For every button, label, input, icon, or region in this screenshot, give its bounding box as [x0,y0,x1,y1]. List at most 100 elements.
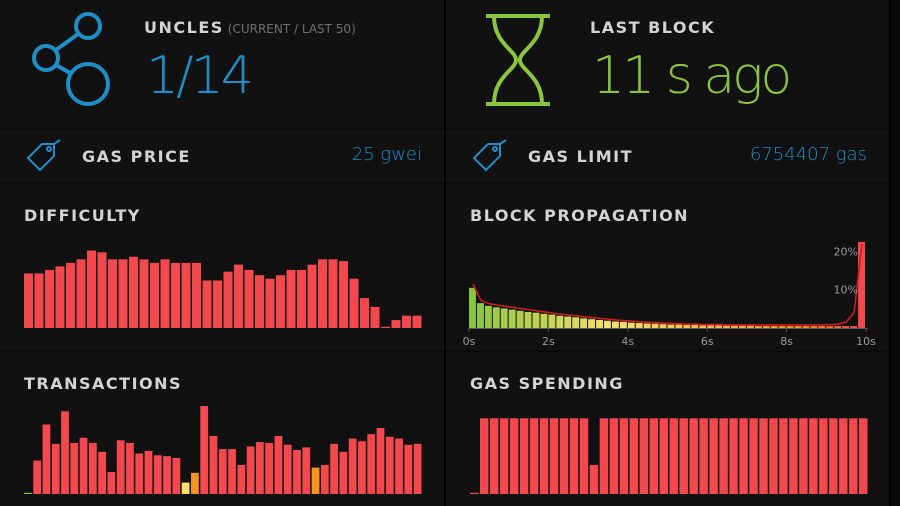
chart-bar [244,269,254,328]
difficulty-label: DIFFICULTY [24,206,141,225]
propagation-bar [723,325,731,328]
chart-bar [160,259,170,328]
chart-bar [689,418,698,494]
chart-bar [376,428,385,494]
chart-bar [116,440,125,494]
chart-bar [228,449,236,494]
chart-bar [237,464,246,494]
chart-bar [367,434,376,494]
chart-bar [402,315,411,328]
propagation-bar [532,312,540,328]
chart-bar [779,418,788,494]
chart-bar [385,436,394,494]
block-propagation-chart: 0s 2s 4s 6s 8s 10s 10% 20% [463,241,876,348]
chart-bar [135,453,144,494]
chart-bar [129,256,138,328]
transactions-label: TRANSACTIONS [24,374,183,393]
chart-bar [330,443,338,494]
propagation-bar [635,323,643,328]
y-tick-label: 10% [834,284,858,297]
chart-bar [789,418,798,494]
chart-bar [348,438,357,494]
chart-bar [719,418,728,494]
chart-bar [218,449,227,494]
chart-bar [769,418,778,494]
chart-bar [489,418,499,494]
hourglass-icon [486,14,550,106]
chart-bar [328,259,338,328]
last-block-panel: LAST BLOCK 11 s ago [446,0,889,128]
gas-spending-chart [470,418,868,494]
chart-bar [311,467,320,494]
chart-bar [669,418,678,494]
chart-bar [639,418,649,494]
chart-bar [859,418,868,494]
propagation-bar [564,316,572,328]
chart-bar [126,442,134,494]
chart-bar [153,455,162,494]
chart-bar [118,259,128,328]
chart-bar [412,315,422,328]
chart-bar [307,264,317,328]
propagation-bar [738,325,746,328]
propagation-bar [572,317,580,328]
x-tick-label: 8s [780,335,793,348]
column-separator [444,0,446,506]
chart-bar [163,456,171,494]
chart-bar [619,418,629,494]
propagation-bar [858,241,865,328]
chart-bar [181,482,190,494]
chart-bar [223,271,233,328]
propagation-bar [580,318,588,328]
gas-spending-panel: GAS SPENDING [446,352,889,506]
chart-bar [499,418,509,494]
chart-bar [213,280,222,328]
chart-bar [172,457,181,494]
block-propagation-label: BLOCK PROPAGATION [470,206,690,225]
chart-bar [479,418,489,494]
chart-bar [559,418,569,494]
tag-icon [472,139,507,172]
chart-bar [739,418,748,494]
chart-bar [24,273,33,328]
chart-bar [51,443,60,494]
chart-bar [579,418,589,494]
tag-icon [26,139,61,172]
propagation-bar [619,321,627,328]
chart-bar [276,275,285,328]
chart-bar [509,418,519,494]
chart-bar [360,298,369,328]
propagation-bar [818,326,826,328]
propagation-bar [556,315,564,328]
chart-bar [265,278,275,328]
column-separator-right [889,0,891,506]
chart-bar [45,269,54,328]
chart-bar [349,278,359,328]
chart-bar [395,438,403,494]
chart-bar [539,418,549,494]
propagation-bar [762,326,770,328]
transactions-panel: TRANSACTIONS [0,352,444,506]
propagation-bar [627,322,635,328]
x-tick-label: 10s [856,335,876,348]
propagation-bar [643,323,651,328]
chart-bar [61,411,69,494]
chart-bar [339,451,348,494]
propagation-bar [469,287,476,328]
chart-bar [729,418,738,494]
chart-bar [297,269,306,328]
difficulty-chart [24,250,422,328]
propagation-bar [492,307,500,328]
propagation-bar [826,326,834,328]
gas-spending-label: GAS SPENDING [470,374,624,393]
gas-price-value: 25 gwei [351,144,422,165]
chart-bar [283,444,292,494]
chart-bar [171,262,180,328]
chart-bar [839,418,848,494]
gas-price-panel: GAS PRICE 25 gwei [0,130,444,182]
chart-bar [809,418,818,494]
chart-bar [320,464,329,494]
chart-bar [589,464,599,494]
chart-bar [144,450,153,494]
propagation-bar [707,325,715,328]
